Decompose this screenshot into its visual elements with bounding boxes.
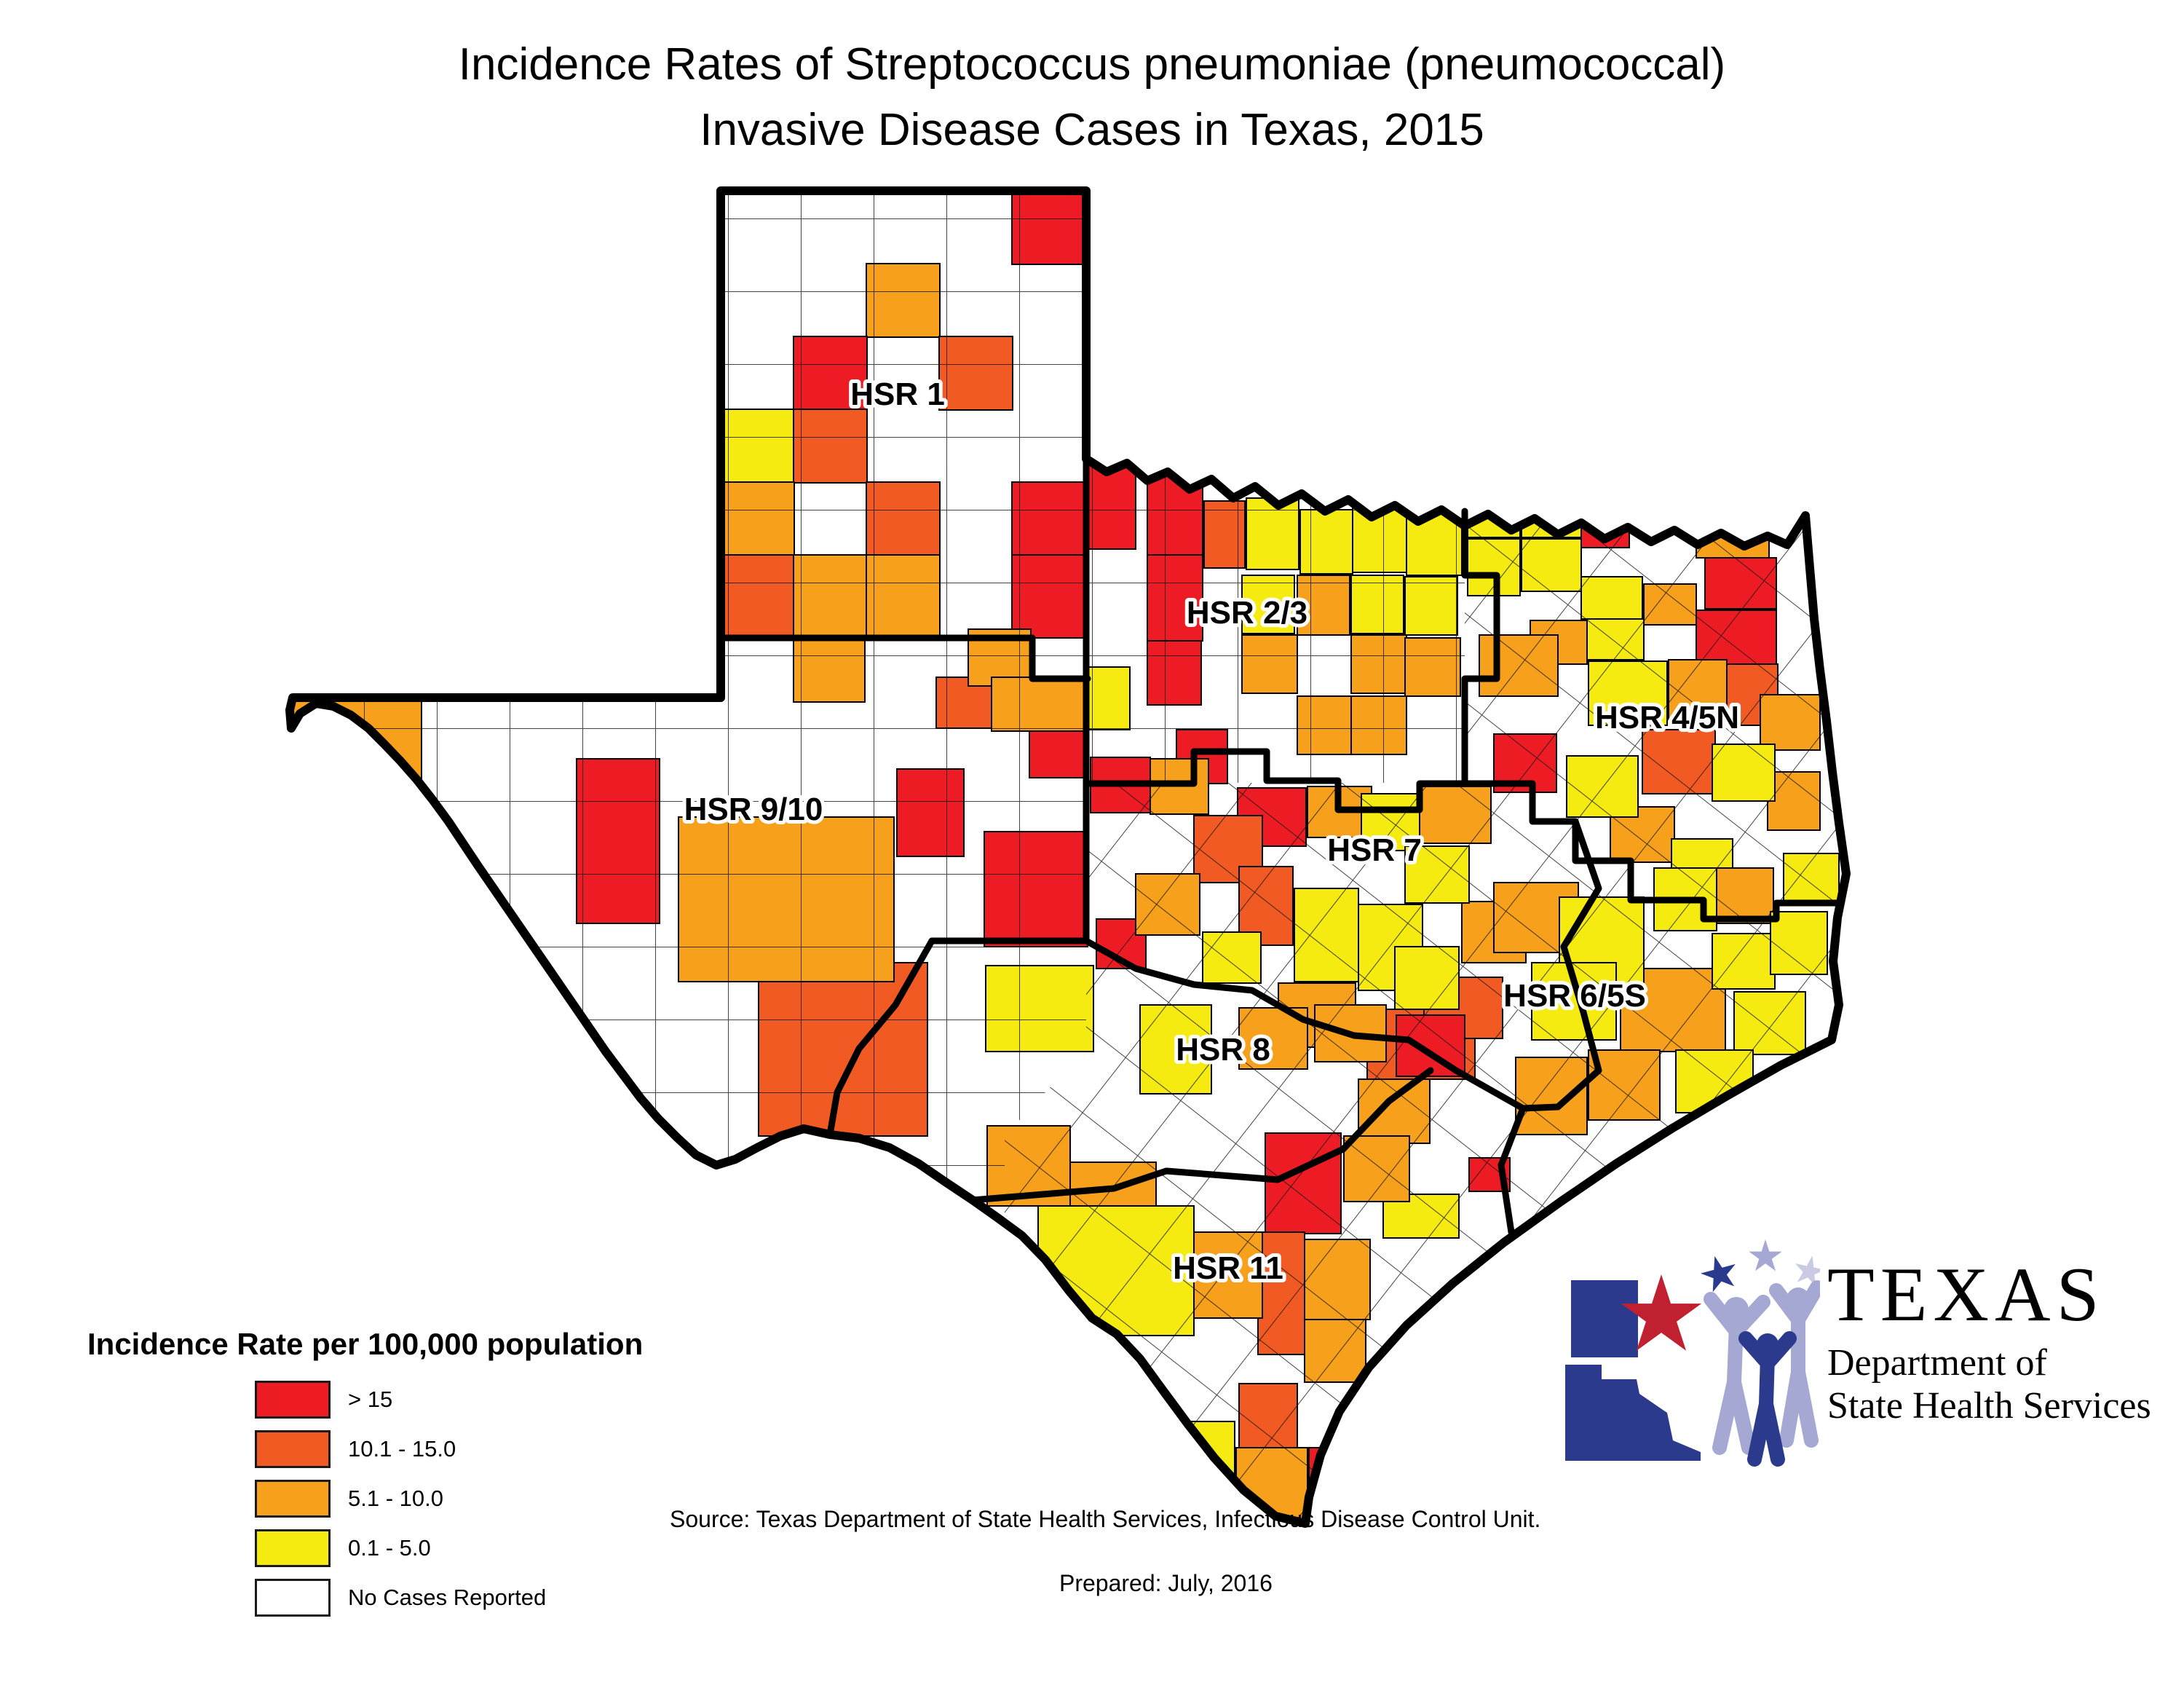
hsr45n-south-boundary bbox=[1461, 780, 1844, 923]
logo-small-star-lavender-icon bbox=[1749, 1239, 1782, 1271]
legend-swatch bbox=[255, 1381, 331, 1419]
logo-dept-line1: Department of bbox=[1827, 1342, 2047, 1384]
page-title: Incidence Rates of Streptococcus pneumon… bbox=[0, 32, 2184, 163]
hsr-region-label: HSR 7 bbox=[1327, 832, 1422, 868]
hsr-region-label: HSR 11 bbox=[1173, 1250, 1283, 1286]
source-text: Source: Texas Department of State Health… bbox=[670, 1506, 1541, 1532]
agency-logo: TEXAS Department of State Health Service… bbox=[1558, 1229, 2155, 1470]
hsr7-hsr8-boundary bbox=[1083, 937, 1527, 1112]
hsr-region-label: HSR 1 bbox=[850, 376, 945, 412]
title-line-2: Invasive Disease Cases in Texas, 2015 bbox=[700, 105, 1484, 155]
legend-swatch bbox=[255, 1579, 331, 1617]
logo-people-figures bbox=[1704, 1280, 1820, 1467]
legend-rows: > 15 10.1 - 15.0 5.1 - 10.0 0.1 - 5.0 No Cas… bbox=[87, 1381, 743, 1617]
hsr23-hsr45n-boundary bbox=[1461, 508, 1500, 787]
legend-label: 10.1 - 15.0 bbox=[348, 1436, 456, 1462]
hsr-region-label: HSR 4/5N bbox=[1595, 700, 1739, 735]
map-legend: Incidence Rate per 100,000 population > … bbox=[87, 1327, 743, 1628]
legend-item: > 15 bbox=[87, 1381, 743, 1419]
hsr23-hsr7-boundary bbox=[1083, 748, 1468, 813]
legend-item: No Cases Reported bbox=[87, 1579, 743, 1617]
hsr-boundaries bbox=[717, 455, 1844, 1236]
legend-label: No Cases Reported bbox=[348, 1585, 547, 1610]
logo-text: TEXAS Department of State Health Service… bbox=[1827, 1252, 2151, 1427]
legend-item: 10.1 - 15.0 bbox=[87, 1430, 743, 1468]
hsr7-hsr65s-boundary bbox=[1519, 818, 1602, 1112]
legend-title: Incidence Rate per 100,000 population bbox=[87, 1327, 644, 1361]
legend-item: 5.1 - 10.0 bbox=[87, 1480, 743, 1518]
hsr1-south-boundary bbox=[717, 634, 1091, 682]
hsr-region-label: HSR 8 bbox=[1176, 1032, 1270, 1068]
legend-label: 5.1 - 10.0 bbox=[348, 1486, 443, 1511]
logo-small-star-navy-icon bbox=[1697, 1251, 1741, 1294]
hsr8-hsr11-boundary bbox=[969, 1067, 1434, 1204]
hsr-region-label: HSR 2/3 bbox=[1187, 595, 1307, 631]
prepared-text: Prepared: July, 2016 bbox=[1059, 1570, 1273, 1596]
legend-label: 0.1 - 5.0 bbox=[348, 1535, 431, 1561]
legend-swatch bbox=[255, 1529, 331, 1567]
legend-swatch bbox=[255, 1480, 331, 1518]
logo-flag-block bbox=[1571, 1280, 1638, 1357]
hsr910-hsr8-boundary bbox=[826, 937, 1090, 1138]
legend-swatch bbox=[255, 1430, 331, 1468]
legend-label: > 15 bbox=[348, 1387, 393, 1412]
logo-graphic bbox=[1565, 1239, 1820, 1467]
hsr-region-labels: HSR 1 HSR 2/3 HSR 4/5N HSR 9/10 HSR 7 HSR 6/5… bbox=[681, 373, 1743, 1290]
hsr-region-label: HSR 6/5S bbox=[1503, 978, 1646, 1014]
logo-dept-line2: State Health Services bbox=[1827, 1385, 2151, 1427]
title-line-1: Incidence Rates of Streptococcus pneumon… bbox=[458, 39, 1726, 90]
logo-texas-silhouette bbox=[1565, 1365, 1701, 1461]
legend-item: 0.1 - 5.0 bbox=[87, 1529, 743, 1567]
logo-org-name: TEXAS bbox=[1827, 1252, 2105, 1337]
hsr-region-label: HSR 9/10 bbox=[684, 792, 823, 827]
hsr8-hsr65s-boundary bbox=[1497, 1105, 1527, 1236]
